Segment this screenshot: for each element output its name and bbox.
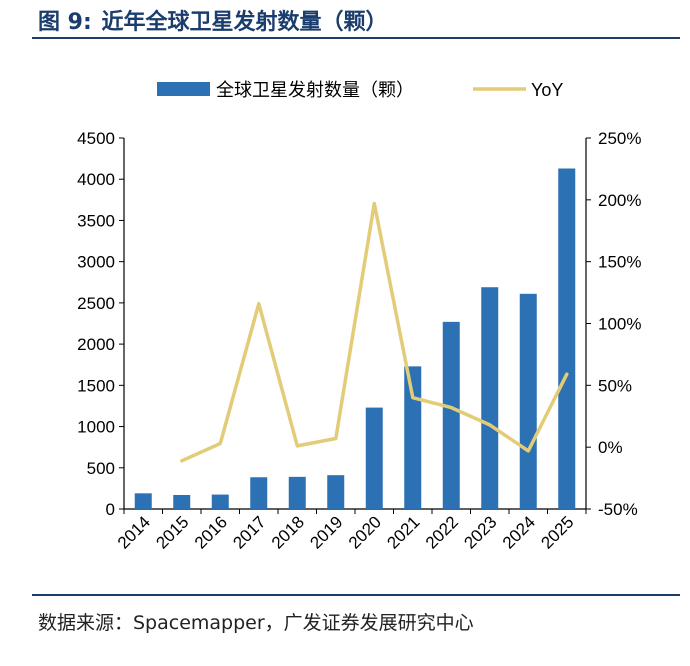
x-tick-label: 2017 bbox=[229, 512, 269, 552]
bar bbox=[519, 293, 537, 509]
x-tick-label: 2022 bbox=[422, 512, 462, 552]
left-tick-label: 1500 bbox=[77, 376, 115, 395]
left-tick-label: 500 bbox=[87, 459, 115, 478]
x-tick-label: 2019 bbox=[306, 512, 346, 552]
left-tick-label: 4500 bbox=[77, 129, 115, 148]
source-note: 数据来源：Spacemapper，广发证券发展研究中心 bbox=[38, 612, 474, 634]
left-tick-label: 3500 bbox=[77, 211, 115, 230]
figure-title-text: 近年全球卫星发射数量（颗） bbox=[101, 10, 388, 35]
bar-series bbox=[134, 168, 576, 509]
bar bbox=[288, 476, 306, 509]
bar bbox=[442, 321, 460, 509]
x-tick-label: 2018 bbox=[268, 512, 308, 552]
legend-swatch-bar bbox=[157, 82, 210, 96]
x-tick-label: 2025 bbox=[537, 512, 577, 552]
figure-label: 图 9: bbox=[38, 10, 92, 35]
x-tick-label: 2020 bbox=[345, 512, 385, 552]
line-series bbox=[180, 201, 569, 463]
right-tick-label: 150% bbox=[598, 253, 641, 272]
right-tick-label: -50% bbox=[598, 500, 638, 519]
right-tick-label: 250% bbox=[598, 129, 641, 148]
legend-label-line: YoY bbox=[531, 80, 563, 100]
legend-label-bar: 全球卫星发射数量（颗） bbox=[216, 80, 414, 101]
x-tick-label: 2021 bbox=[383, 512, 423, 552]
legend: 全球卫星发射数量（颗） YoY bbox=[157, 80, 563, 101]
left-tick-label: 0 bbox=[106, 500, 115, 519]
right-tick-label: 0% bbox=[598, 438, 623, 457]
left-tick-label: 4000 bbox=[77, 170, 115, 189]
bar bbox=[558, 168, 576, 509]
left-tick-label: 1000 bbox=[77, 418, 115, 437]
bar bbox=[211, 494, 229, 509]
left-tick-label: 2500 bbox=[77, 294, 115, 313]
left-tick-label: 3000 bbox=[77, 253, 115, 272]
source-rule bbox=[32, 594, 680, 596]
x-tick-label: 2016 bbox=[191, 512, 231, 552]
bar bbox=[134, 493, 152, 509]
bar bbox=[404, 366, 422, 509]
bar bbox=[365, 407, 383, 509]
x-tick-label: 2023 bbox=[460, 512, 500, 552]
x-tick-label: 2015 bbox=[152, 512, 192, 552]
left-tick-label: 2000 bbox=[77, 335, 115, 354]
x-tick-label: 2024 bbox=[499, 512, 539, 552]
bar bbox=[481, 287, 499, 509]
axes: 0 500 1000 1500 2000 2500 3000 3500 4000 4500 -50%… bbox=[77, 129, 641, 553]
x-tick-label: 2014 bbox=[114, 512, 154, 552]
bar bbox=[173, 494, 191, 509]
right-tick-label: 200% bbox=[598, 191, 641, 210]
right-tick-label: 50% bbox=[598, 376, 632, 395]
figure-title: 图 9: 近年全球卫星发射数量（颗） bbox=[38, 4, 387, 36]
right-tick-label: 100% bbox=[598, 315, 641, 334]
bar bbox=[250, 477, 268, 509]
bar bbox=[327, 475, 345, 509]
title-rule bbox=[32, 37, 680, 39]
